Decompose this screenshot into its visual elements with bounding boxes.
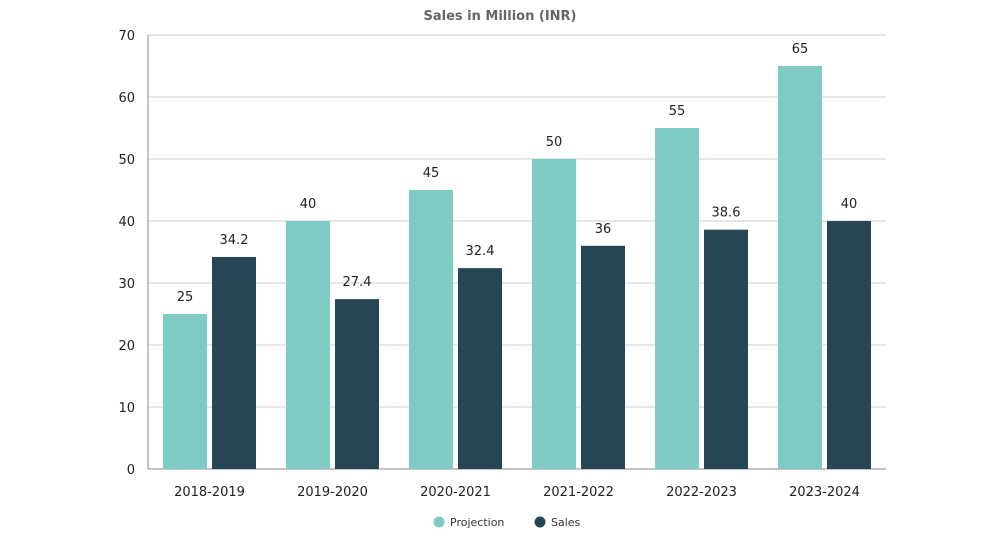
legend-label: Sales — [551, 516, 581, 529]
x-tick-label: 2020-2021 — [420, 485, 491, 500]
data-label: 32.4 — [466, 244, 495, 259]
y-tick-label: 20 — [118, 339, 135, 354]
bar-projection-2022-2023[interactable] — [655, 128, 699, 469]
y-tick-label: 30 — [118, 277, 135, 292]
bar-sales-2021-2022[interactable] — [581, 245, 625, 469]
data-label: 65 — [792, 42, 809, 57]
bars — [163, 66, 871, 469]
x-tick-label: 2018-2019 — [174, 485, 245, 500]
y-axis: 0 10 20 30 40 50 60 70 — [118, 29, 135, 478]
data-label: 27.4 — [343, 275, 372, 290]
data-label: 40 — [841, 197, 858, 212]
bar-sales-2019-2020[interactable] — [335, 299, 379, 469]
legend-item-sales[interactable]: Sales — [534, 516, 581, 529]
y-tick-label: 50 — [118, 153, 135, 168]
legend-marker — [433, 516, 445, 528]
data-label: 25 — [177, 290, 194, 305]
bar-sales-2022-2023[interactable] — [704, 229, 748, 469]
data-label: 40 — [300, 197, 317, 212]
bar-projection-2018-2019[interactable] — [163, 314, 207, 469]
chart-title: Sales in Million (INR) — [424, 9, 577, 24]
data-label: 50 — [546, 135, 563, 150]
legend-label: Projection — [450, 516, 504, 529]
bar-sales-2020-2021[interactable] — [458, 268, 502, 469]
x-axis: 2018-2019 2019-2020 2020-2021 2021-2022 2022… — [174, 485, 860, 500]
y-tick-label: 70 — [118, 29, 135, 44]
legend[interactable]: Projection Sales — [433, 516, 581, 529]
data-label: 36 — [595, 222, 612, 237]
grid-layer — [147, 34, 886, 470]
legend-item-projection[interactable]: Projection — [433, 516, 505, 529]
y-tick-label: 0 — [127, 463, 135, 478]
data-label: 38.6 — [712, 206, 741, 221]
x-tick-label: 2021-2022 — [543, 485, 614, 500]
bar-projection-2020-2021[interactable] — [409, 190, 453, 469]
bar-projection-2019-2020[interactable] — [286, 221, 330, 469]
y-tick-label: 40 — [118, 215, 135, 230]
legend-marker — [534, 516, 546, 528]
y-tick-label: 60 — [118, 91, 135, 106]
bar-projection-2021-2022[interactable] — [532, 159, 576, 469]
x-tick-label: 2019-2020 — [297, 485, 368, 500]
data-labels: 25 34.2 40 27.4 45 32.4 50 36 55 38.6 65 40 — [177, 42, 858, 305]
y-tick-label: 10 — [118, 401, 135, 416]
data-label: 45 — [423, 166, 440, 181]
bar-sales-2023-2024[interactable] — [827, 221, 871, 469]
bar-projection-2023-2024[interactable] — [778, 66, 822, 469]
x-tick-label: 2022-2023 — [666, 485, 737, 500]
data-label: 34.2 — [220, 233, 249, 248]
data-label: 55 — [669, 104, 686, 119]
bar-sales-2018-2019[interactable] — [212, 256, 256, 469]
x-tick-label: 2023-2024 — [789, 485, 860, 500]
